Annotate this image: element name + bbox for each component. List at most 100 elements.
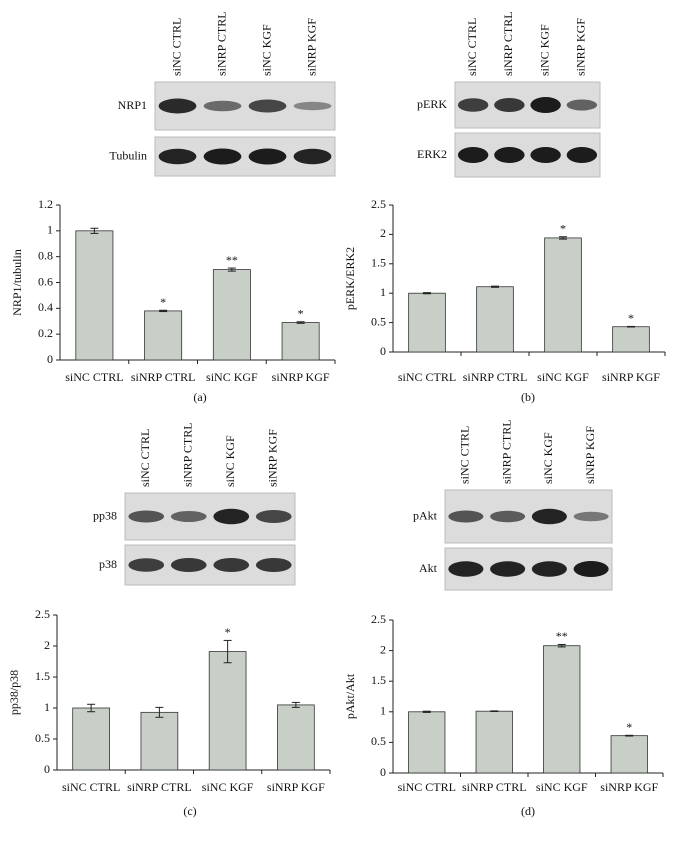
blot-band xyxy=(203,148,242,165)
lane-label: siNRP KGF xyxy=(574,18,588,76)
row-label: pp38 xyxy=(93,508,117,522)
panel-label: (a) xyxy=(193,390,206,404)
blot-band xyxy=(128,558,165,572)
x-tick-label: siNRP CTRL xyxy=(463,370,528,384)
x-tick-label: siNRP CTRL xyxy=(131,370,196,384)
bar xyxy=(610,735,648,774)
significance: * xyxy=(628,311,634,325)
bar xyxy=(475,710,513,774)
blot-band xyxy=(494,147,525,163)
y-tick-label: 0.8 xyxy=(38,248,53,262)
y-tick-label: 0 xyxy=(47,352,53,366)
lane-label: siNRP CTRL xyxy=(214,11,228,76)
y-tick-label: 2 xyxy=(380,642,386,656)
lane-label: siNRP KGF xyxy=(583,426,597,484)
bar xyxy=(543,645,581,774)
row-label: ERK2 xyxy=(417,147,447,161)
blot-band xyxy=(213,558,250,572)
significance: ** xyxy=(556,629,568,643)
lane-label: siNC CTRL xyxy=(138,429,152,487)
blot-band xyxy=(573,511,609,522)
lane-label: siNC KGF xyxy=(223,435,237,487)
row-label: p38 xyxy=(99,557,117,571)
error-bar xyxy=(625,734,634,737)
error-bar xyxy=(422,710,431,713)
blot-band xyxy=(203,100,242,112)
blot-band xyxy=(248,99,287,113)
y-axis-label: NRP1/tubulin xyxy=(10,249,24,316)
blot-band xyxy=(531,561,567,577)
lane-label: siNRP CTRL xyxy=(181,422,195,487)
significance: * xyxy=(225,625,231,639)
y-tick-label: 1 xyxy=(380,704,386,718)
bar xyxy=(75,230,114,361)
y-axis-label: pp38/p38 xyxy=(7,670,21,715)
blot-band xyxy=(293,148,332,165)
y-tick-label: 1.5 xyxy=(35,669,50,683)
y-tick-label: 2.5 xyxy=(35,607,50,621)
blot-band xyxy=(448,510,484,523)
bar xyxy=(281,322,320,361)
blot-band xyxy=(255,510,292,523)
error-bar xyxy=(557,643,566,648)
y-tick-label: 2.5 xyxy=(371,197,386,211)
x-tick-label: siNRP CTRL xyxy=(462,780,527,794)
lane-label: siNC KGF xyxy=(537,24,551,76)
blot-band xyxy=(293,101,332,111)
error-bar xyxy=(291,701,300,708)
x-tick-label: siNC CTRL xyxy=(62,780,120,794)
bar xyxy=(408,711,446,774)
blot-band xyxy=(457,147,489,163)
y-tick-label: 0.6 xyxy=(38,274,53,288)
y-tick-label: 1.2 xyxy=(38,197,53,211)
lane-label: siNRP CTRL xyxy=(501,11,515,76)
error-bar xyxy=(90,227,99,234)
blot-band xyxy=(566,147,598,163)
blot-band xyxy=(213,508,250,525)
significance: * xyxy=(298,307,304,321)
y-tick-label: 2.5 xyxy=(371,612,386,626)
x-tick-label: siNC KGF xyxy=(202,780,254,794)
bar xyxy=(208,651,247,771)
panel-label: (b) xyxy=(521,390,535,404)
y-tick-label: 1 xyxy=(380,285,386,299)
error-bar xyxy=(423,292,431,295)
error-bar xyxy=(490,710,499,712)
lane-label: siNC KGF xyxy=(259,24,273,76)
x-tick-label: siNC CTRL xyxy=(65,370,123,384)
y-tick-label: 0.2 xyxy=(38,326,53,340)
y-tick-label: 0.5 xyxy=(35,731,50,745)
x-tick-label: siNC KGF xyxy=(536,780,588,794)
bar xyxy=(277,704,315,771)
lane-label: siNC KGF xyxy=(541,432,555,484)
error-bar xyxy=(491,285,499,288)
blot-band xyxy=(158,148,197,165)
blot-band xyxy=(248,148,287,165)
significance: * xyxy=(160,295,166,309)
bar xyxy=(212,269,251,361)
blot-band xyxy=(128,510,165,523)
y-tick-label: 2 xyxy=(44,638,50,652)
blot-band xyxy=(531,508,567,525)
lane-label: siNRP KGF xyxy=(266,429,280,487)
blot-band xyxy=(170,511,207,522)
row-label: Akt xyxy=(419,561,438,575)
x-tick-label: siNRP KGF xyxy=(600,780,658,794)
x-tick-label: siNC KGF xyxy=(206,370,258,384)
x-tick-label: siNRP KGF xyxy=(602,370,660,384)
error-bar xyxy=(627,325,635,328)
blot-band xyxy=(530,147,561,163)
bar xyxy=(476,286,514,353)
error-bar xyxy=(223,639,232,664)
y-tick-label: 2 xyxy=(380,226,386,240)
bar xyxy=(544,237,582,353)
error-bar xyxy=(87,703,96,713)
blot-band xyxy=(170,558,207,572)
y-tick-label: 1.5 xyxy=(371,256,386,270)
blot-band xyxy=(573,561,609,577)
y-tick-label: 0.5 xyxy=(371,734,386,748)
significance: * xyxy=(626,720,632,734)
lane-label: siNRP CTRL xyxy=(499,419,513,484)
x-tick-label: siNC KGF xyxy=(537,370,589,384)
